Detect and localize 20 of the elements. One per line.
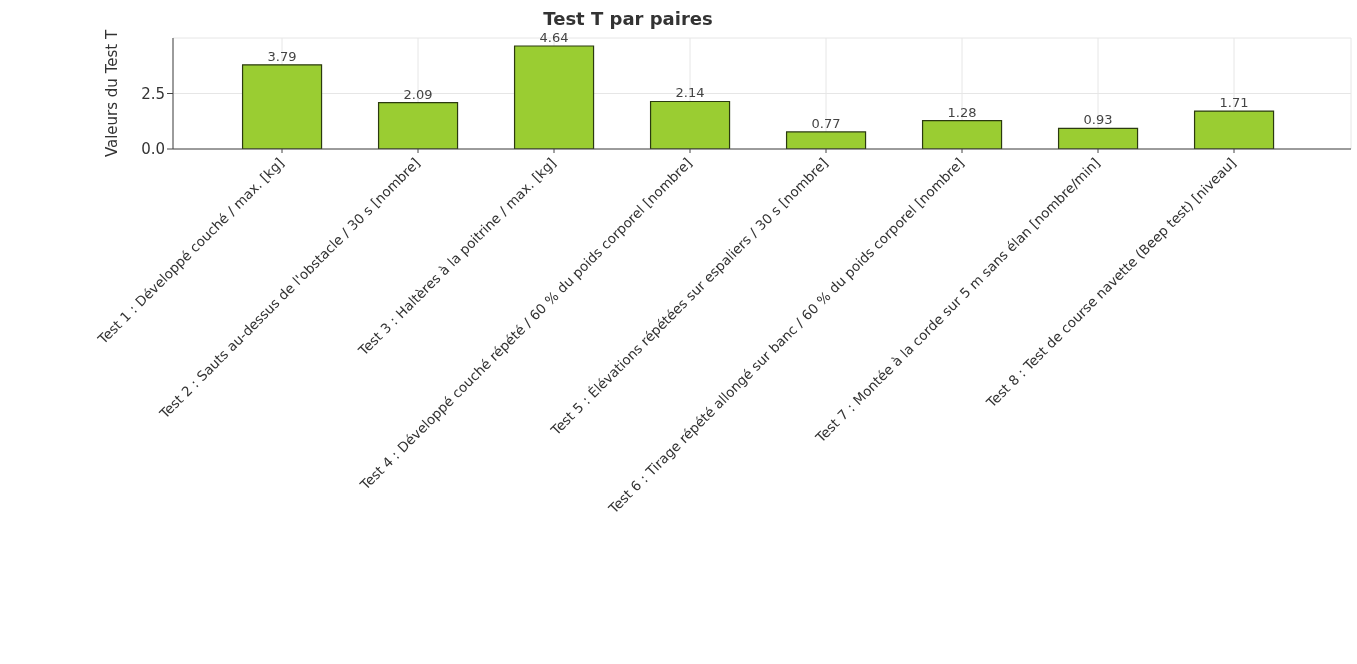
data-label: 2.09 <box>403 86 433 102</box>
data-label: 0.93 <box>1083 112 1113 128</box>
bar <box>1057 127 1139 149</box>
data-label: 1.71 <box>1219 95 1249 111</box>
bar <box>241 64 323 149</box>
data-label: 0.77 <box>811 115 841 131</box>
data-label: 1.28 <box>947 104 977 120</box>
bar <box>921 119 1003 149</box>
data-label: 4.64 <box>539 29 569 45</box>
bar <box>649 100 731 149</box>
chart-title: Test T par paires <box>542 8 714 30</box>
y-tick-label: 0.0 <box>141 140 165 159</box>
bar <box>1193 110 1275 149</box>
bar <box>377 102 459 149</box>
bar <box>513 45 595 149</box>
bar <box>785 131 867 149</box>
data-label: 3.79 <box>267 48 297 64</box>
y-axis-title: Valeurs du Test T <box>103 29 122 158</box>
y-tick-label: 2.5 <box>141 84 165 103</box>
data-label: 2.14 <box>675 85 705 101</box>
